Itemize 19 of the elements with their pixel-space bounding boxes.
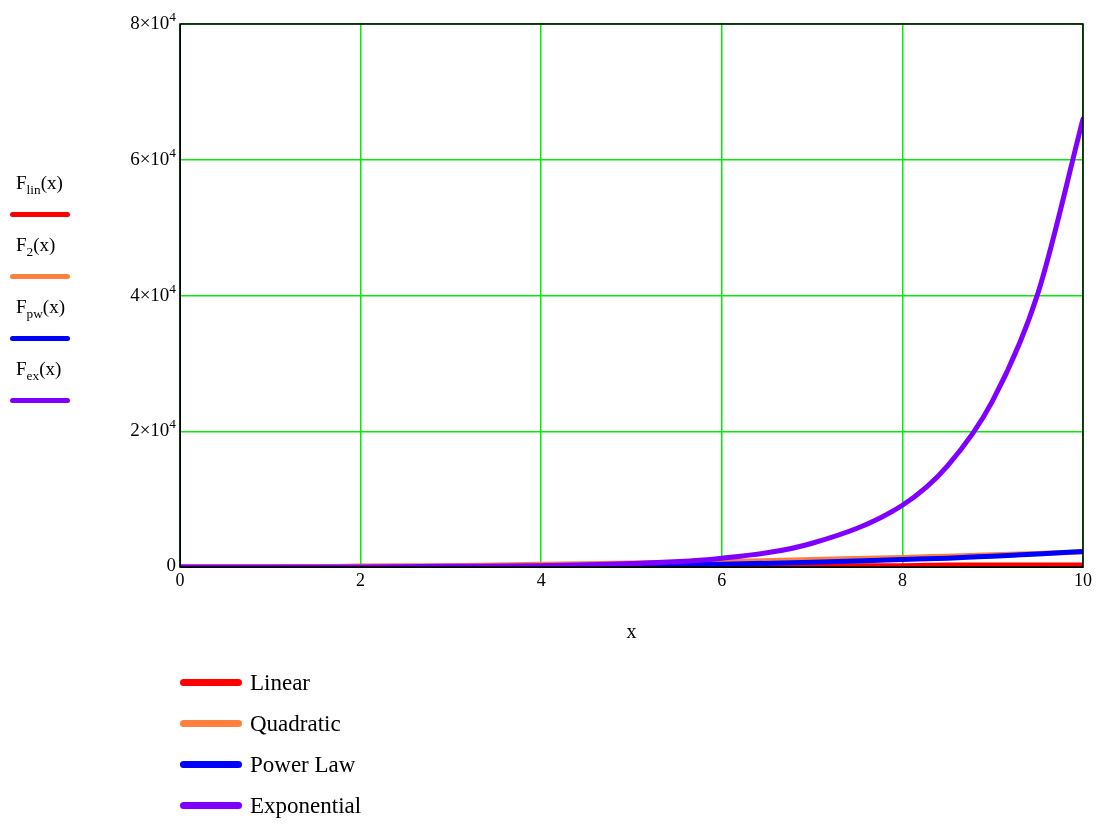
legend-label: Quadratic xyxy=(250,710,341,737)
y-tick-label: 4×10$^{4}$ xyxy=(130,280,176,306)
x-tick-label: 6 xyxy=(717,569,727,590)
text: F$_{lin}$(x) xyxy=(16,172,63,198)
x-axis-title: x xyxy=(626,620,637,643)
y-tick-label: 8×10$^{4}$ xyxy=(130,9,176,34)
text: F$_{pw}$(x) xyxy=(16,296,65,322)
legend-label: Linear xyxy=(250,669,311,696)
x-tick-label: 4 xyxy=(536,569,546,590)
legend-label: Power Law xyxy=(250,751,356,778)
y-tick-label: 6×10$^{4}$ xyxy=(130,145,176,170)
x-tick-label: 2 xyxy=(356,569,366,590)
y-tick-label: 0 xyxy=(166,553,176,576)
x-tick-label: 8 xyxy=(897,569,907,590)
text: F$_{2}$(x) xyxy=(16,234,56,260)
legend-label: Exponential xyxy=(250,792,362,819)
x-tick-label: 10 xyxy=(1074,569,1092,590)
text: F$_{ex}$(x) xyxy=(16,358,62,384)
y-tick-label: 2×10$^{4}$ xyxy=(130,416,176,441)
